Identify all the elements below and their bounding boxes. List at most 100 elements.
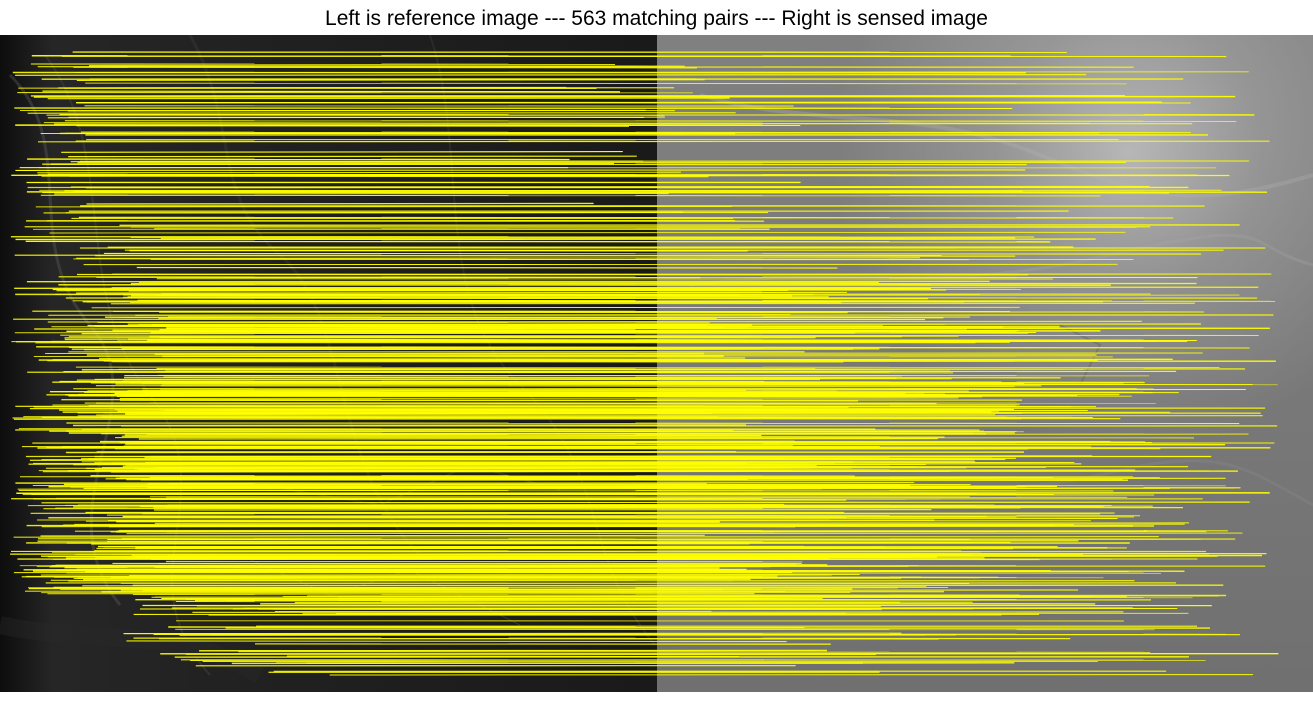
match-line [73,258,1134,260]
match-line [76,257,921,259]
match-line [103,252,1201,255]
match-line [81,428,980,431]
match-line [88,64,685,68]
match-line [136,555,1218,558]
match-line [126,640,787,643]
match-line [40,534,705,537]
match-line [85,82,1127,85]
match-line [238,651,1151,653]
match-line [41,501,1250,504]
match-line [47,320,1142,323]
match-line [93,325,1004,328]
match-line [160,237,1016,240]
match-line [121,435,945,438]
match-line [27,112,736,114]
match-line [73,463,798,466]
match-line [95,254,1016,257]
match-line [40,573,860,576]
match-line [47,173,1012,176]
match-line [282,595,1219,597]
match-line [76,291,848,294]
match-line [133,637,1071,640]
match-line [73,66,698,69]
match-line [70,160,644,163]
match-line [25,240,1051,243]
match-line [76,378,821,381]
match-line [43,122,1090,124]
match-line [104,316,944,319]
match-line [65,297,929,300]
match-line [154,352,705,355]
match-line [65,393,945,396]
match-line [15,169,1026,171]
match-line [192,611,1124,614]
match-line [80,131,1191,134]
match-line [106,514,1141,517]
match-line [37,171,681,174]
match-line [64,120,1237,122]
match-line [132,594,1020,596]
match-line [76,124,630,127]
match-line [175,601,973,603]
match-visualization [0,35,1313,692]
match-line [110,302,1195,305]
match-line [36,346,890,349]
match-line [66,422,1240,425]
match-line [13,572,1162,574]
match-line [40,194,1101,197]
match-line [58,276,1198,279]
match-line [61,151,623,153]
match-line [91,306,1020,309]
match-line [110,470,951,473]
match-line [54,192,669,195]
match-line [48,517,1118,519]
match-line [19,476,1160,478]
match-line [73,505,1153,508]
match-line [63,370,951,373]
match-line [194,599,770,602]
match-line [94,469,792,472]
match-line [47,97,730,100]
match-line [286,655,740,658]
match-line [106,540,771,543]
match-line [126,532,1243,535]
match-line [61,445,793,448]
match-line [76,79,705,81]
match-line [94,378,952,380]
match-line [45,582,970,584]
match-line [41,525,1155,528]
match-line [52,358,1173,361]
match-line [113,310,1204,313]
match-line [169,482,915,484]
match-line [27,504,995,507]
figure-title: Left is reference image --- 563 matching… [325,7,988,30]
match-line [75,71,1249,73]
match-line [81,332,856,335]
match-line [42,90,621,93]
match-line [119,399,859,402]
match-line [49,231,1126,234]
match-line [159,311,848,314]
match-line [29,407,1266,410]
match-line [53,586,898,589]
match-line [125,443,1226,446]
match-line [37,538,971,540]
match-line [67,109,646,112]
match-line [85,570,793,573]
match-line [78,216,1174,219]
match-line [150,331,1037,333]
match-line [111,286,1259,289]
match-line [115,477,748,480]
match-line [18,489,1114,492]
match-line [146,433,1249,436]
match-line [119,397,959,400]
match-line [88,405,1071,408]
match-lines [10,51,1279,676]
match-line [86,202,594,205]
match-line [120,588,723,591]
match-line [63,483,911,486]
match-line [72,424,747,427]
match-line [29,459,975,461]
match-line [13,418,1022,420]
match-line [13,536,1159,538]
